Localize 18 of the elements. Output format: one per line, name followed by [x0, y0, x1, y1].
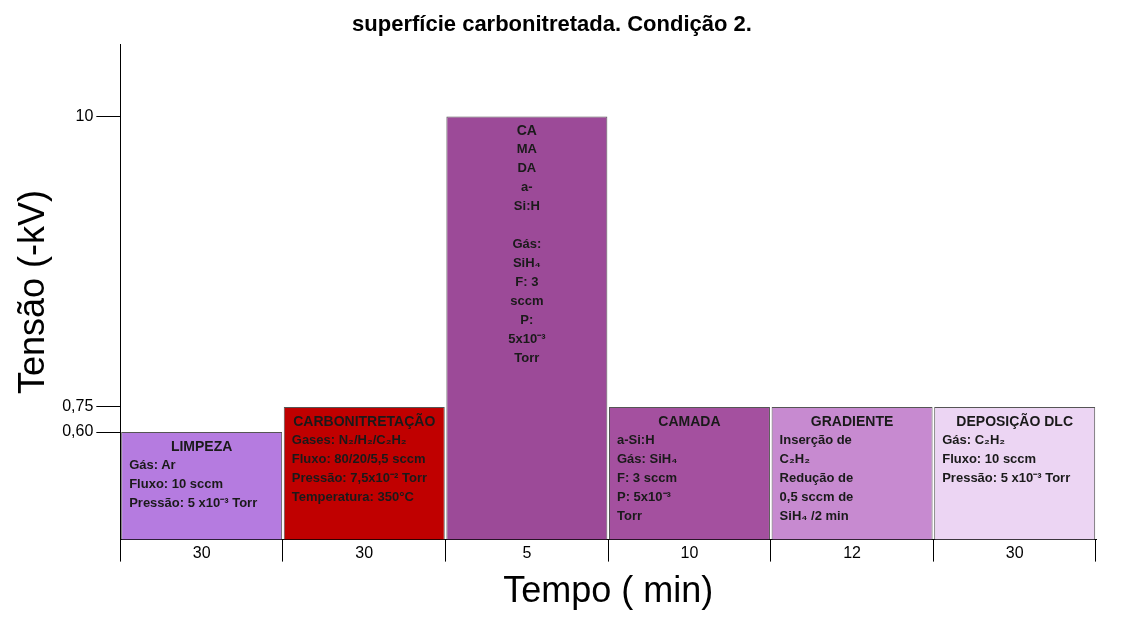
annotation: LIMPEZA Gás: Ar Fluxo: 10 sccm Pressão: 5 x10⁻³ Torr [129, 437, 258, 511]
x-tick-label: 12 [843, 543, 862, 561]
x-tick-label: 30 [355, 543, 374, 561]
chart-title: superfície carbonitretada. Condição 2. [352, 11, 752, 37]
annotation: DEPOSIÇÃO DLC Gás: C₂H₂ Fluxo: 10 sccm Pressão: 5 x10⁻³ Torr [942, 411, 1074, 486]
x-tick-label: 30 [1005, 543, 1024, 561]
annotation: CARBONITRETAÇÃO Gases: N₂/H₂/C₂H₂ Fluxo: 80/20/5,5 sccm Pressão: 7,5x10⁻² Torr Temperatura: 350°C [291, 411, 436, 505]
x-axis-title: Tempo ( min) [503, 569, 714, 611]
y-tick-label: 0,75 [62, 397, 94, 415]
y-tick-label: 10 [75, 106, 94, 124]
text: CA MA DA a- Si:H Gás: SiH₄ F: 3 sccm P: 5x10⁻³ Torr [508, 122, 546, 366]
y-tick-label: 0,60 [62, 422, 94, 440]
x-tick-label: 10 [680, 543, 699, 561]
x-tick-label: 5 [522, 543, 532, 561]
annotation: GRADIENTE Inserção de C₂H₂ Redução de 0,5 sccm de SiH₄ /2 min [779, 412, 894, 524]
annotation: CAMADA a-Si:H Gás: SiH₄ F: 3 sccm P: 5x10⁻³ Torr [616, 412, 721, 524]
y-axis-title: Tensão (-kV) [10, 189, 52, 395]
x-tick-label: 30 [192, 543, 211, 561]
